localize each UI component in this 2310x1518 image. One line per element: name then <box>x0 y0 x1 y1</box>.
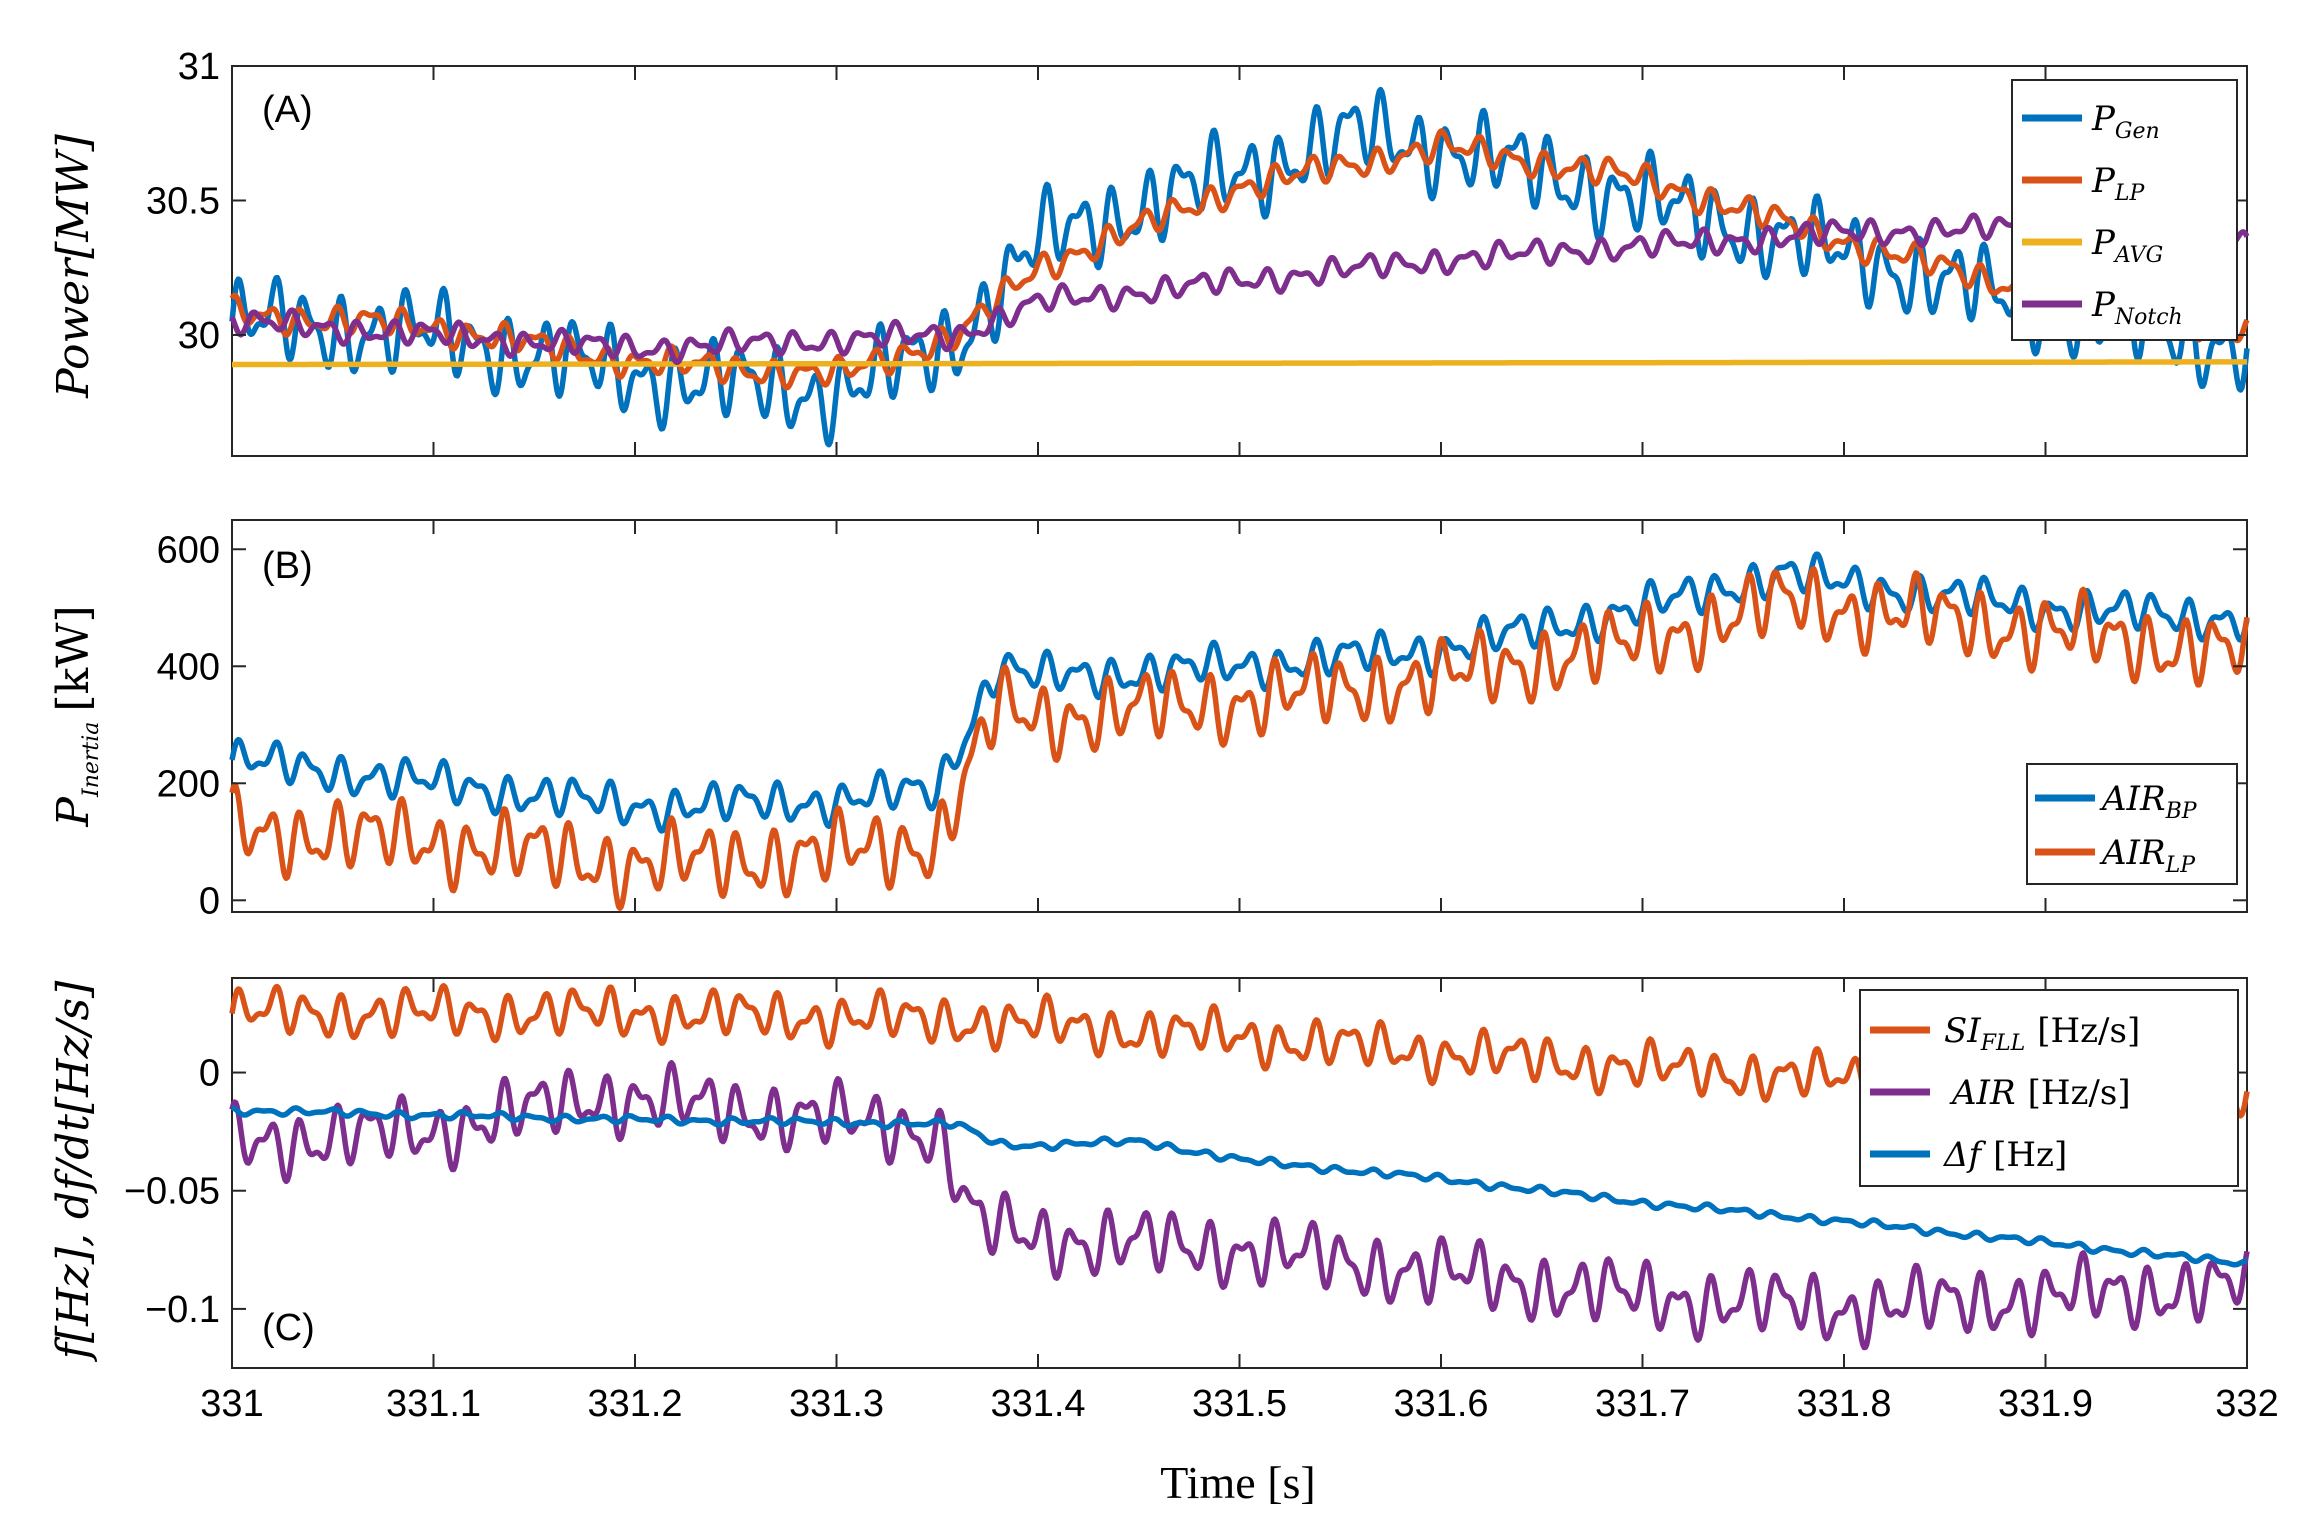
series-line-p-avg <box>230 359 2249 368</box>
legend-label-pgen: PGen <box>2091 99 2160 144</box>
y-tick-label: −0.1 <box>145 1289 220 1331</box>
panel-c-y-ticks: 0 −0.05 −0.1 <box>124 1053 2247 1331</box>
series-line-air-main <box>229 1060 2250 1351</box>
panel-c-legend: SIFLL [Hz/s] AIR [Hz/s] Δf [Hz] <box>1859 989 2239 1187</box>
panel-c-x-label: Time [s] <box>1160 1457 1316 1508</box>
legend-label-air-bp: AIRBP <box>2099 779 2198 824</box>
panel-b-legend-box <box>2026 763 2238 885</box>
panel-c-y-label: f[Hz], df/dt[Hz/s] <box>48 980 99 1362</box>
panel-a-axes-box <box>231 65 2248 457</box>
x-tick-label: 331.1 <box>386 1383 481 1425</box>
y-tick-label: 0 <box>199 1053 220 1095</box>
series-line-p-notch <box>229 212 2250 366</box>
panel-c: 0−0.05−0.1 331 331.1 331.2 331.3 331.4 331.5 3… <box>48 977 2279 1508</box>
panel-a: 30 30.5 31 (A) Power[MW] PGen PLP PAVG PNo… <box>48 46 2250 457</box>
x-tick-label: 331.5 <box>1192 1383 1287 1425</box>
y-tick-label: 600 <box>157 529 220 571</box>
panel-a-legend: PGen PLP PAVG PNotch <box>2011 79 2238 341</box>
panel-c-x-ticks: 331 331.1 331.2 331.3 331.4 331.5 331.6 331.7 33… <box>200 1383 2278 1425</box>
legend-label-air: AIR [Hz/s] <box>1949 1073 2131 1113</box>
legend-label-air-lp: AIRLP <box>2099 833 2196 878</box>
x-tick-label: 331.4 <box>990 1383 1085 1425</box>
series-line-air-lp <box>229 566 2250 911</box>
y-tick-label: 30.5 <box>146 180 220 222</box>
panel-a-tag: (A) <box>262 89 313 131</box>
panel-a-y-ticks: 30 30.5 31 <box>146 46 2247 357</box>
panel-b-y-label-sub: Inertia <box>79 722 104 798</box>
y-tick-label: 200 <box>157 763 220 805</box>
x-tick-label: 332 <box>2215 1383 2278 1425</box>
panel-a-y-label: Power[MW] <box>48 133 99 398</box>
panel-b-y-label: PInertia [kW] <box>48 605 104 827</box>
panel-b-legend: AIRBP AIRLP <box>2026 763 2238 885</box>
panel-a-series-group <box>229 86 2250 448</box>
y-tick-label: 31 <box>178 46 220 88</box>
series-line--f-main <box>230 1104 2249 1268</box>
panel-b-axes-box <box>231 519 2248 913</box>
panel-c-tag: (C) <box>262 1307 315 1349</box>
legend-label-plp: PLP <box>2091 161 2146 206</box>
x-tick-label: 331 <box>200 1383 263 1425</box>
panel-b-tag: (B) <box>262 545 313 587</box>
x-tick-label: 331.3 <box>789 1383 884 1425</box>
panel-b-y-label-unit: [kW] <box>48 605 99 711</box>
panel-b-y-label-main: P <box>48 796 99 828</box>
x-tick-label: 331.9 <box>1998 1383 2093 1425</box>
x-tick-label: 331.8 <box>1796 1383 1891 1425</box>
y-tick-label: 400 <box>157 646 220 688</box>
y-tick-label: 0 <box>199 880 220 922</box>
panel-a-y-label-unit: [MW] <box>48 133 99 258</box>
y-tick-label: 30 <box>178 315 220 357</box>
x-tick-label: 331.6 <box>1393 1383 1488 1425</box>
y-tick-label: −0.05 <box>124 1171 220 1213</box>
panel-b-y-ticks: 0 200 400 600 <box>157 529 2247 922</box>
legend-label-si-fll: SIFLL [Hz/s] <box>1944 1011 2140 1056</box>
panel-b: 0 200 400 600 (B) PInertia [kW] AIRBP AIRLP <box>48 519 2250 922</box>
panel-b-series-group <box>229 551 2250 911</box>
panel-a-legend-box <box>2011 79 2238 341</box>
legend-label-pavg: PAVG <box>2091 223 2163 268</box>
legend-label-delta-f: Δf [Hz] <box>1942 1135 2067 1175</box>
x-tick-label: 331.2 <box>587 1383 682 1425</box>
legend-label-pnotch: PNotch <box>2091 285 2183 330</box>
x-tick-label: 331.7 <box>1595 1383 1690 1425</box>
panel-a-y-label-main: Power <box>48 256 99 399</box>
